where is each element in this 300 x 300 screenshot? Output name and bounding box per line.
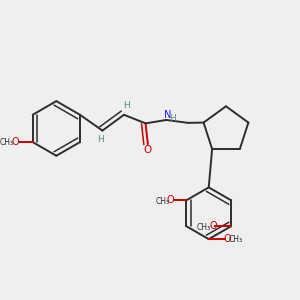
Text: H: H [97,135,104,144]
Text: O: O [144,146,152,155]
Text: O: O [209,221,217,231]
Text: H: H [123,101,130,110]
Text: O: O [223,234,231,244]
Text: N: N [164,110,171,120]
Text: CH₃: CH₃ [229,236,243,244]
Text: O: O [167,195,174,205]
Text: O: O [12,137,19,147]
Text: CH₃: CH₃ [155,197,170,206]
Text: H: H [169,114,176,123]
Text: CH₃: CH₃ [197,223,211,232]
Text: CH₃: CH₃ [0,138,14,147]
